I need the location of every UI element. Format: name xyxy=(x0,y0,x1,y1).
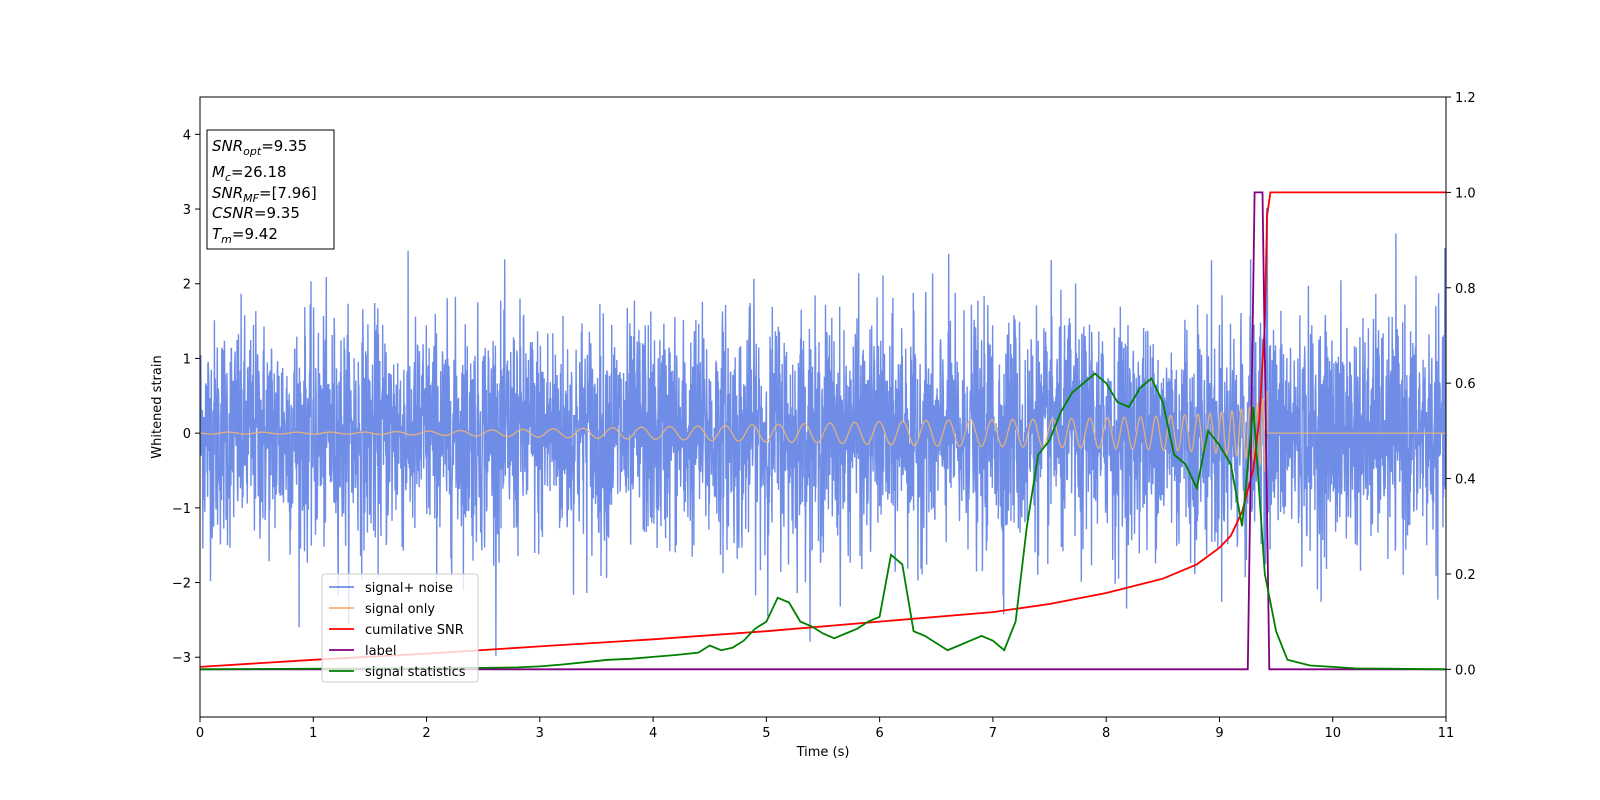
plot-frame xyxy=(199,96,1447,718)
y-tick-label: 3 xyxy=(183,203,191,218)
x-tick-label: 8 xyxy=(1102,726,1110,741)
x-tick-label: 4 xyxy=(649,726,657,741)
annotation-box: SNRopt=9.35Mc=26.18SNRMF=[7.96]CSNR=9.35… xyxy=(206,129,335,250)
annotation-frame xyxy=(206,129,335,250)
legend-entry: label xyxy=(365,644,396,659)
series-signal-only-line xyxy=(200,390,1446,472)
legend-entry: signal statistics xyxy=(365,665,466,680)
legend-entry: signal only xyxy=(365,602,435,617)
annotation-subscript: m xyxy=(221,233,232,246)
annotation-subscript: MF xyxy=(243,192,259,205)
y2-tick-label: 1.2 xyxy=(1455,91,1476,106)
annotation-line: SNRopt=9.35 xyxy=(212,137,307,158)
annotation-value: =26.18 xyxy=(231,163,287,181)
x-tick-label: 5 xyxy=(762,726,770,741)
annotation-symbol: T xyxy=(212,225,223,243)
y2-tick-label: 0.8 xyxy=(1455,282,1476,297)
x-tick-label: 11 xyxy=(1438,726,1455,741)
x-tick-label: 6 xyxy=(875,726,883,741)
annotation-line: CSNR=9.35 xyxy=(212,204,300,222)
x-tick-label: 7 xyxy=(989,726,997,741)
annotation-value: =9.35 xyxy=(254,204,300,222)
y-axis-label: Whitened strain xyxy=(150,355,165,458)
x-tick-label: 0 xyxy=(196,726,204,741)
y-tick-label: −1 xyxy=(172,502,191,517)
x-tick-label: 10 xyxy=(1324,726,1341,741)
annotation-symbol: CSNR xyxy=(212,204,254,222)
x-tick-label: 1 xyxy=(309,726,317,741)
y2-tick-label: 0.4 xyxy=(1455,473,1476,488)
series-cumulative-snr-line xyxy=(200,191,1446,668)
y-tick-label: 0 xyxy=(183,427,191,442)
y-tick-label: 2 xyxy=(183,278,191,293)
legend-entry: cumilative SNR xyxy=(365,623,464,638)
axes: 0 1 2 3 4 5 6 7 8 9 10 11 −3 −2 −1 0 1 2 3 4 0.0 0.2 0.4 0.6 0.8… xyxy=(172,91,1476,741)
series-label-line xyxy=(200,191,1446,671)
annotation-subscript: c xyxy=(225,171,231,184)
annotation-symbol: SNR xyxy=(212,137,243,155)
y-tick-label: −3 xyxy=(172,651,191,666)
annotation-symbol: SNR xyxy=(212,184,243,202)
y2-tick-label: 0.2 xyxy=(1455,568,1476,583)
x-axis-label: Time (s) xyxy=(796,745,850,760)
annotation-line: Mc=26.18 xyxy=(212,163,287,184)
x-tick-label: 9 xyxy=(1215,726,1223,741)
plot-area xyxy=(200,191,1446,671)
legend: signal+ noise signal only cumilative SNR la… xyxy=(321,573,479,683)
annotation-subscript: opt xyxy=(243,145,262,158)
legend-entry: signal+ noise xyxy=(365,581,453,596)
annotation-line: Tm=9.42 xyxy=(212,225,278,246)
series-signal-statistics-line xyxy=(200,372,1446,671)
annotation-value: =9.42 xyxy=(232,225,278,243)
y-tick-label: 1 xyxy=(183,352,191,367)
annotation-value: =9.35 xyxy=(261,137,307,155)
annotation-line: SNRMF=[7.96] xyxy=(212,184,317,205)
x-tick-label: 2 xyxy=(422,726,430,741)
y-tick-label: −2 xyxy=(172,577,191,592)
y2-tick-label: 1.0 xyxy=(1455,186,1476,201)
y-tick-label: 4 xyxy=(183,128,191,143)
annotation-symbol: M xyxy=(212,163,225,181)
x-tick-label: 3 xyxy=(536,726,544,741)
annotation-value: =[7.96] xyxy=(259,184,317,202)
y2-tick-label: 0.0 xyxy=(1455,663,1476,678)
legend-frame xyxy=(321,573,479,683)
series-signal-noise-line xyxy=(200,208,1446,657)
y2-tick-label: 0.6 xyxy=(1455,377,1476,392)
